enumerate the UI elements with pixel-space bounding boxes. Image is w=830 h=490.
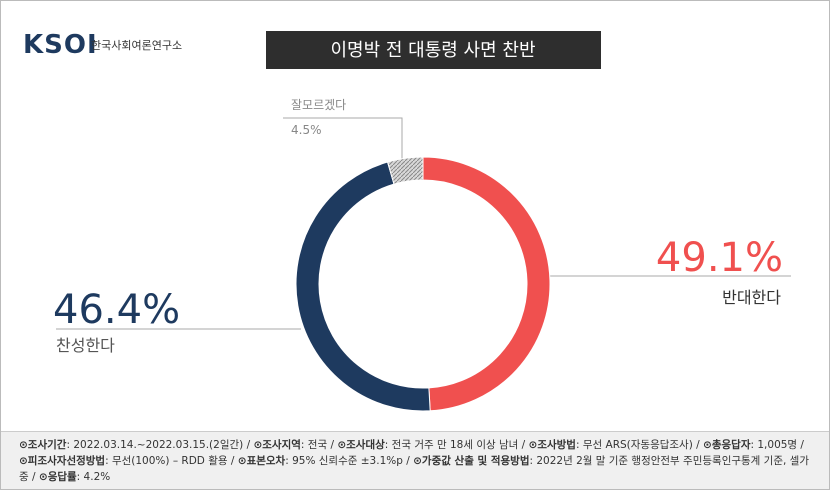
footnote-item: ⊙피조사자선정방법: 무선(100%) – RDD 활용 /: [19, 455, 234, 467]
value-label: 46.4%: [53, 287, 180, 333]
footnote-item: ⊙조사기간: 2022.03.14.~2022.03.15.(2일간) /: [19, 439, 250, 451]
footnote-text: : 전국 /: [300, 439, 334, 451]
leader-line: [283, 117, 403, 163]
footnote-label: ⊙피조사자선정방법: [19, 455, 106, 467]
footnote-text: : 1,005명 /: [750, 439, 804, 451]
footnote-label: ⊙총응답자: [703, 439, 751, 451]
footnote-text: : 4.2%: [76, 471, 111, 483]
category-label: 잘모르겠다: [291, 98, 346, 112]
donut-slice: [295, 161, 431, 412]
donut-slice: [422, 156, 551, 412]
category-label: 찬성한다: [56, 336, 115, 355]
logo-name: 한국사회여론연구소: [91, 39, 182, 52]
value-label: 49.1%: [656, 235, 783, 281]
footnote-text: : 무선 ARS(자동응답조사) /: [575, 439, 700, 451]
footnote-text: : 무선(100%) – RDD 활용 /: [105, 455, 235, 467]
footnote-item: ⊙조사방법: 무선 ARS(자동응답조사) /: [529, 439, 700, 451]
logo-mark: KSOI: [23, 30, 98, 60]
footnote-item: ⊙응답률: 4.2%: [39, 471, 110, 483]
footnote-item: ⊙총응답자: 1,005명 /: [703, 439, 804, 451]
value-label: 4.5%: [291, 123, 322, 137]
footnote-label: ⊙조사지역: [253, 439, 301, 451]
footnote-item: ⊙조사지역: 전국 /: [253, 439, 334, 451]
chart: KSOI 한국사회여론연구소 이명박 전 대통령 사면 찬반 49.1% 반대한…: [23, 30, 791, 412]
footnote-label: ⊙조사방법: [528, 439, 576, 451]
footnote-text: : 2022년 2월 말 기준 행정안전부 주민등록인구통계 기준, 셀가중 /: [19, 455, 809, 483]
footnote-label: ⊙표본오차: [237, 455, 286, 467]
footnote-text: : 전국 거주 만 18세 이상 남녀 /: [384, 439, 526, 451]
footnote-text: : 2022.03.14.~2022.03.15.(2일간) /: [66, 439, 251, 451]
footnote-item: ⊙조사대상: 전국 거주 만 18세 이상 남녀 /: [337, 439, 525, 451]
footnote-label: ⊙응답률: [38, 471, 77, 483]
chart-title: 이명박 전 대통령 사면 찬반: [330, 40, 535, 61]
footnote-text: : 95% 신뢰수준 ±3.1%p /: [285, 455, 410, 467]
donut-slice: [386, 156, 424, 185]
footnote-label: ⊙가중값 산출 및 적용방법: [413, 455, 530, 467]
title-box: [266, 31, 601, 69]
footnote: ⊙조사기간: 2022.03.14.~2022.03.15.(2일간) / ⊙조…: [1, 431, 829, 489]
category-label: 반대한다: [722, 288, 781, 307]
footnote-item: ⊙가중값 산출 및 적용방법: 2022년 2월 말 기준 행정안전부 주민등록…: [19, 455, 809, 483]
footnote-item: ⊙표본오차: 95% 신뢰수준 ±3.1%p /: [238, 455, 410, 467]
footnote-label: ⊙조사대상: [337, 439, 385, 451]
footnote-label: ⊙조사기간: [19, 439, 67, 451]
